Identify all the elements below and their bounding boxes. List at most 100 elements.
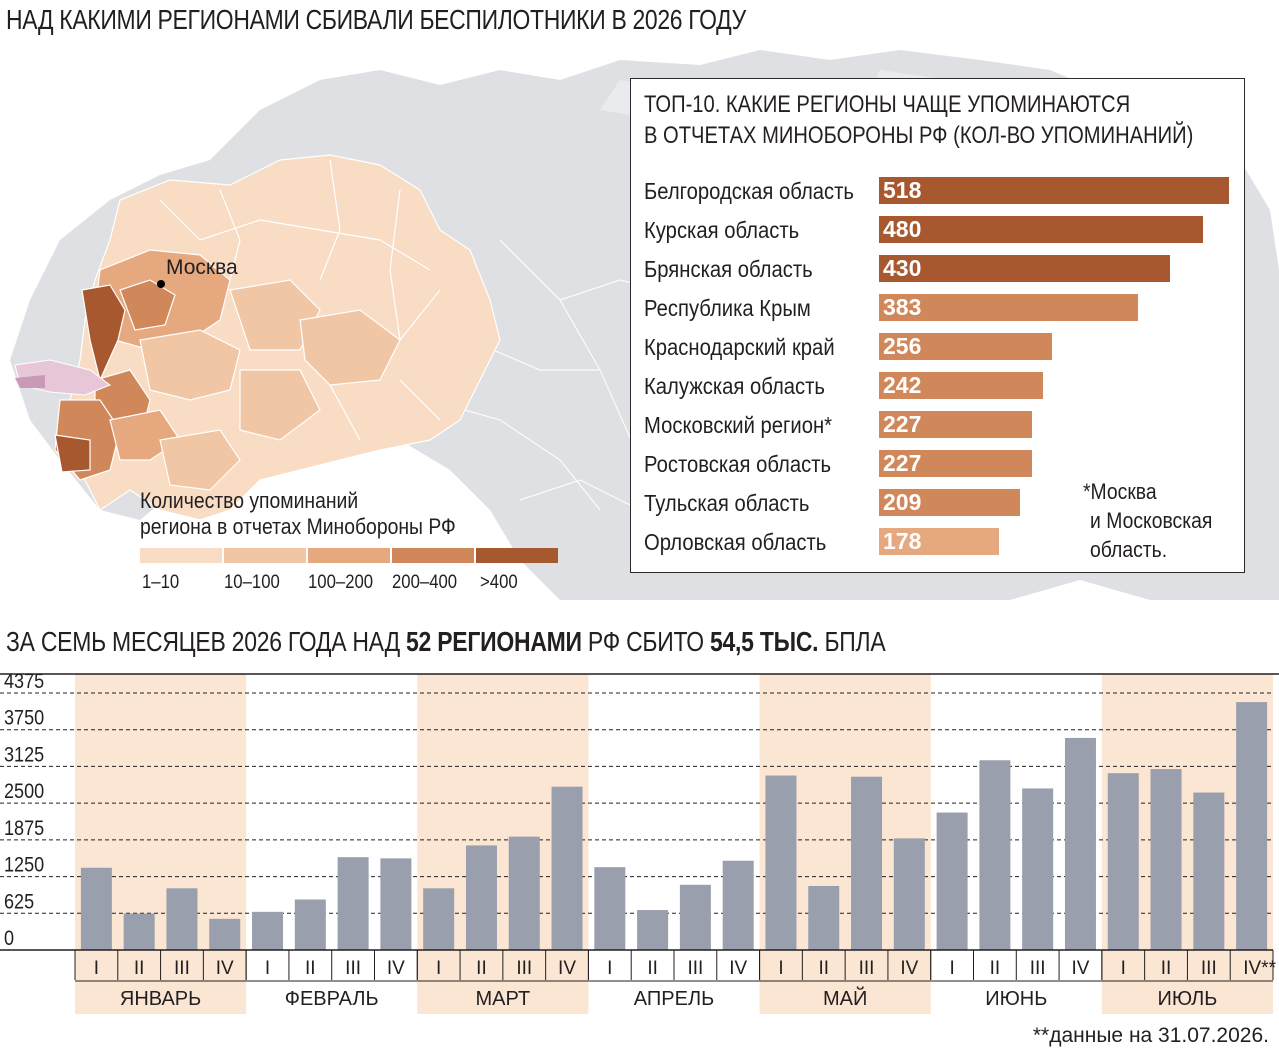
week-bar: [893, 838, 925, 950]
week-label: IV: [1071, 958, 1089, 979]
week-bar: [508, 836, 540, 950]
week-bar: [209, 918, 241, 950]
week-label: I: [94, 958, 99, 979]
top10-region-name: Республика Крым: [644, 295, 811, 321]
week-bar: [294, 899, 326, 950]
week-bar: [808, 885, 840, 950]
week-label: III: [174, 958, 190, 979]
week-bar: [1193, 792, 1225, 950]
week-bar: [936, 812, 968, 950]
week-label: III: [1201, 958, 1217, 979]
top10-row: Орловская область 178: [631, 527, 1244, 557]
week-label: IV: [900, 958, 918, 979]
week-bar: [1150, 769, 1182, 950]
top10-region-name: Ростовская область: [644, 451, 832, 477]
subtitle-part3: БПЛА: [818, 626, 886, 657]
top10-bar-value: 430: [883, 255, 922, 281]
month-label: ИЮЛЬ: [1157, 988, 1217, 1010]
week-bar: [252, 911, 284, 950]
y-tick-label: 2500: [4, 780, 44, 804]
week-label: II: [818, 958, 829, 979]
y-tick-label: 1875: [4, 817, 44, 841]
subtitle-part2: РФ СБИТО: [581, 626, 710, 657]
week-label: I: [778, 958, 783, 979]
top10-region-name: Курская область: [644, 217, 800, 243]
week-label: II: [305, 958, 316, 979]
legend-label-4: 200–400: [392, 572, 458, 593]
legend-label-1: 1–10: [142, 572, 180, 593]
top10-bar-value: 518: [883, 177, 922, 203]
top10-region-name: Калужская область: [644, 373, 825, 399]
week-bar: [979, 760, 1011, 950]
week-label: I: [265, 958, 270, 979]
week-label: I: [607, 958, 612, 979]
top10-bar: 227: [879, 411, 1033, 438]
week-label: II: [134, 958, 145, 979]
top10-bar: 209: [879, 489, 1021, 516]
top10-row: Курская область 480: [631, 215, 1244, 245]
top10-title-line2: В ОТЧЕТАХ МИНОБОРОНЫ РФ (КОЛ-ВО УПОМИНАН…: [644, 122, 1194, 149]
week-bar: [637, 910, 669, 950]
legend-label-5: >400: [480, 572, 518, 593]
top10-bar-value: 383: [883, 294, 922, 320]
week-label: III: [516, 958, 532, 979]
footnote-line3: область.: [1090, 537, 1168, 562]
top10-bar: 430: [879, 255, 1170, 282]
y-tick-label: 1250: [4, 853, 44, 877]
moscow-dot: [157, 280, 165, 288]
top10-row: Московский регион* 227: [631, 410, 1244, 440]
footnote-line2: и Московская: [1090, 508, 1213, 533]
top10-bar-value: 256: [883, 333, 922, 359]
top10-bar: 178: [879, 528, 1000, 555]
week-label: IV**: [1243, 958, 1276, 979]
top10-row: Калужская область 242: [631, 371, 1244, 401]
week-bar: [765, 775, 797, 950]
month-label: МАЙ: [823, 986, 867, 1010]
legend-title-line2: региона в отчетах Минобороны РФ: [140, 514, 456, 539]
month-label: ЯНВАРЬ: [120, 988, 201, 1010]
legend-swatch-5: [476, 548, 558, 563]
week-bar: [380, 858, 412, 950]
top10-region-name: Брянская область: [644, 256, 813, 282]
moscow-label: Москва: [166, 256, 238, 279]
footnote-line1: *Москва: [1083, 479, 1157, 504]
top10-row: Республика Крым 383: [631, 293, 1244, 323]
page-title: НАД КАКИМИ РЕГИОНАМИ СБИВАЛИ БЕСПИЛОТНИК…: [6, 4, 746, 35]
y-tick-label: 4375: [4, 670, 44, 694]
top10-bar: 227: [879, 450, 1033, 477]
week-bar: [851, 776, 883, 950]
legend-title-line1: Количество упоминаний: [140, 488, 359, 513]
legend-label-3: 100–200: [308, 572, 374, 593]
month-label: МАРТ: [476, 988, 531, 1010]
week-label: IV: [729, 958, 747, 979]
legend-label-2: 10–100: [224, 572, 280, 593]
top10-bar: 480: [879, 216, 1204, 243]
data-date-footnote: **данные на 31.07.2026.: [1032, 1024, 1269, 1047]
top10-bar: 383: [879, 294, 1138, 321]
subtitle-part1: ЗА СЕМЬ МЕСЯЦЕВ 2026 ГОДА НАД: [6, 626, 407, 657]
legend-swatch-2: [224, 548, 306, 563]
top10-bar-value: 227: [883, 411, 922, 437]
week-bar: [594, 867, 626, 950]
week-label: IV: [216, 958, 234, 979]
moscow-region-footnote: *Москва и Московская область.: [1083, 477, 1212, 564]
top10-row: Тульская область 209: [631, 488, 1244, 518]
week-label: II: [1161, 958, 1172, 979]
y-tick-label: 3125: [4, 743, 44, 767]
week-label: IV: [387, 958, 405, 979]
week-bar: [1022, 788, 1054, 950]
week-bar: [1236, 702, 1268, 950]
top10-bar: 518: [879, 177, 1229, 204]
top10-bar-value: 242: [883, 372, 922, 398]
week-label: II: [990, 958, 1001, 979]
subtitle-regions-count: 52 РЕГИОНАМИ: [406, 626, 582, 657]
month-label: ИЮНЬ: [985, 988, 1047, 1010]
top10-row: Белгородская область 518: [631, 176, 1244, 206]
map-border-regions: [81, 284, 126, 382]
top10-region-name: Московский регион*: [644, 412, 833, 438]
y-tick-label: 625: [4, 890, 34, 914]
top10-bar-value: 480: [883, 216, 922, 242]
top10-bar: 242: [879, 372, 1043, 399]
week-bar: [679, 884, 711, 950]
